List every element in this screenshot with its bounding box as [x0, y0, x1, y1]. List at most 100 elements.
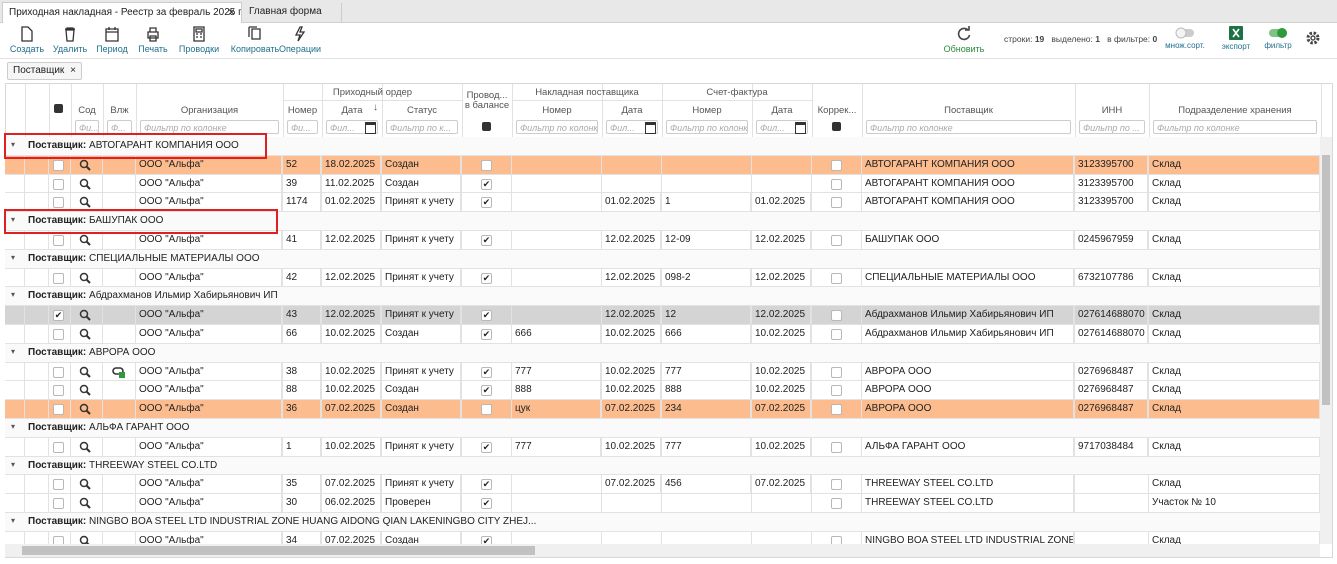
group-row[interactable]: ▾ Поставщик: Абдрахманов Ильмир Хабирьяно…	[5, 287, 1320, 307]
open-icon[interactable]	[79, 403, 91, 415]
row-checkbox[interactable]	[53, 366, 64, 378]
group-row[interactable]: ▾ Поставщик: NINGBO BOA STEEL LTD INDUSTR…	[5, 513, 1320, 532]
column-filter[interactable]: Фильтр по к...	[386, 120, 458, 134]
column-filter[interactable]: Фильтр по колонке	[666, 120, 748, 134]
data-row[interactable]: ООО "Альфа" 39 11.02.2025 Создан АВТОГАРАНТ …	[5, 174, 1320, 194]
expand-arrow[interactable]: ▾	[11, 290, 16, 300]
row-checkbox[interactable]	[53, 329, 64, 340]
expand-arrow[interactable]: ▾	[11, 215, 16, 225]
row-checkbox[interactable]	[53, 441, 64, 453]
group-row[interactable]: ▾ Поставщик: THREEWAY STEEL CO.LTD	[5, 456, 1320, 476]
column-filter[interactable]: Фильтр по колонке	[1153, 120, 1317, 134]
column-filter[interactable]: Фильтр по ...	[1079, 120, 1145, 134]
column-header[interactable]: ИНН	[1101, 105, 1123, 116]
data-row[interactable]: ООО "Альфа" 1174 01.02.2025 Принят к учету 0…	[5, 193, 1320, 213]
row-checkbox[interactable]	[53, 197, 64, 209]
open-icon[interactable]	[79, 384, 91, 397]
row-checkbox[interactable]	[53, 272, 64, 284]
data-row[interactable]: ООО "Альфа" 1 10.02.2025 Принят к учету 777 1…	[5, 437, 1320, 457]
data-row[interactable]: ✔ ООО "Альфа" 43 12.02.2025 Принят к учету 12…	[5, 306, 1320, 325]
data-row[interactable]: ООО "Альфа" 88 10.02.2025 Создан 888 10.02.20…	[5, 381, 1320, 401]
settings-icon[interactable]	[1305, 30, 1321, 46]
horizontal-scrollbar[interactable]	[5, 544, 1320, 557]
data-row[interactable]: ООО "Альфа" 66 10.02.2025 Создан 666 10.02.20…	[5, 325, 1320, 344]
column-header[interactable]: Статус	[406, 105, 438, 116]
row-checkbox[interactable]	[53, 235, 64, 246]
column-header[interactable]: Сод	[78, 105, 96, 116]
data-row[interactable]: ООО "Альфа" 52 18.02.2025 Создан АВТОГАРАНТ …	[5, 155, 1320, 175]
row-checkbox[interactable]	[53, 479, 64, 491]
expand-arrow[interactable]: ▾	[11, 459, 16, 469]
column-filter[interactable]: Фильтр по колонке	[516, 120, 598, 134]
expand-arrow[interactable]: ▾	[11, 346, 16, 356]
data-row[interactable]: ООО "Альфа" 42 12.02.2025 Принят к учету 12.…	[5, 268, 1320, 288]
column-header[interactable]: Номер	[542, 105, 572, 116]
column-header[interactable]: в балансе	[464, 100, 510, 111]
column-filter[interactable]: Фи...	[287, 120, 318, 134]
toolbar-button[interactable]: Период	[90, 24, 134, 54]
column-header[interactable]: Влж	[110, 105, 129, 116]
expand-arrow[interactable]: ▾	[11, 422, 16, 431]
tab-active[interactable]: Приходная накладная - Реестр за февраль …	[2, 2, 242, 23]
row-checkbox[interactable]	[53, 385, 64, 397]
open-icon[interactable]	[79, 441, 91, 453]
row-checkbox[interactable]	[53, 159, 64, 171]
expand-arrow[interactable]: ▾	[11, 140, 16, 149]
open-icon[interactable]	[79, 328, 91, 340]
open-icon[interactable]	[79, 366, 91, 378]
data-row[interactable]: ООО "Альфа" 30 06.02.2025 Проверен THREEWAY …	[5, 494, 1320, 513]
column-header[interactable]: Дата	[341, 105, 363, 116]
expand-arrow[interactable]: ▾	[11, 516, 16, 525]
tab-close[interactable]: ×	[227, 5, 235, 19]
group-row[interactable]: ▾ Поставщик: СПЕЦИАЛЬНЫЕ МАТЕРИАЛЫ ООО	[5, 249, 1320, 269]
open-icon[interactable]	[79, 478, 91, 491]
data-row[interactable]: ООО "Альфа" 36 07.02.2025 Создан цук 07.02.20…	[5, 400, 1320, 419]
expand-arrow[interactable]: ▾	[11, 252, 16, 262]
group-row[interactable]: ▾ Поставщик: БАШУПАК ООО	[5, 212, 1320, 231]
group-row[interactable]: ▾ Поставщик: АВРОРА ООО	[5, 343, 1320, 363]
row-checkbox[interactable]	[53, 535, 64, 544]
column-filter-checkbox[interactable]	[482, 122, 491, 131]
open-icon[interactable]	[79, 178, 91, 190]
open-icon[interactable]	[79, 309, 91, 321]
toolbar-button[interactable]: Удалить	[48, 24, 92, 54]
filter-toggle[interactable]: фильтр	[1260, 26, 1296, 50]
export-button[interactable]: экспорт	[1218, 25, 1254, 51]
column-filter[interactable]: Фи...	[75, 120, 99, 134]
column-header[interactable]: Подразделение хранения	[1178, 105, 1292, 116]
toolbar-button[interactable]: Печать	[131, 24, 175, 54]
column-header[interactable]: Поставщик	[944, 105, 993, 116]
scroll-thumb[interactable]	[1322, 155, 1330, 405]
column-header[interactable]: Номер	[287, 105, 318, 116]
vertical-scrollbar[interactable]	[1320, 137, 1332, 544]
chip-close[interactable]: ×	[70, 65, 76, 76]
group-chip[interactable]: Поставщик ×	[7, 62, 82, 80]
open-icon[interactable]	[79, 497, 91, 509]
column-filter[interactable]: Фильтр по колонке	[140, 120, 279, 134]
row-checkbox[interactable]	[53, 178, 64, 190]
open-icon[interactable]	[79, 272, 91, 284]
column-header[interactable]: Провод...	[466, 90, 508, 101]
open-icon[interactable]	[79, 159, 91, 171]
tab[interactable]: Главная форма	[242, 3, 342, 22]
data-row[interactable]: ООО "Альфа" 35 07.02.2025 Принят к учету 07.…	[5, 475, 1320, 495]
row-checkbox[interactable]: ✔	[53, 310, 64, 322]
toolbar-button[interactable]: Создать	[5, 24, 49, 54]
group-row[interactable]: ▾ Поставщик: АЛЬФА ГАРАНТ ООО	[5, 419, 1320, 438]
group-row[interactable]: ▾ Поставщик: АВТОГАРАНТ КОМПАНИЯ ООО	[5, 137, 1320, 156]
row-checkbox[interactable]	[53, 404, 64, 416]
column-filter[interactable]: Ф...	[107, 120, 132, 134]
column-header[interactable]: Организация	[180, 105, 239, 116]
multisort-toggle[interactable]: множ.сорт.	[1162, 26, 1208, 50]
refresh-button[interactable]: Обновить	[940, 24, 988, 54]
column-header[interactable]: Дата	[771, 105, 793, 116]
column-filter-checkbox[interactable]	[832, 122, 841, 131]
toolbar-button[interactable]: Операции	[278, 24, 322, 54]
data-row[interactable]: ООО "Альфа" 34 07.02.2025 Создан NINGBO BOA …	[5, 531, 1320, 544]
data-row[interactable]: ООО "Альфа" 38 10.02.2025 Принят к учету 777…	[5, 362, 1320, 382]
row-checkbox[interactable]	[53, 498, 64, 510]
scroll-thumb[interactable]	[22, 546, 535, 555]
open-icon[interactable]	[79, 234, 91, 246]
column-header[interactable]: Коррек...	[817, 105, 857, 116]
header-checkbox[interactable]	[54, 104, 63, 113]
